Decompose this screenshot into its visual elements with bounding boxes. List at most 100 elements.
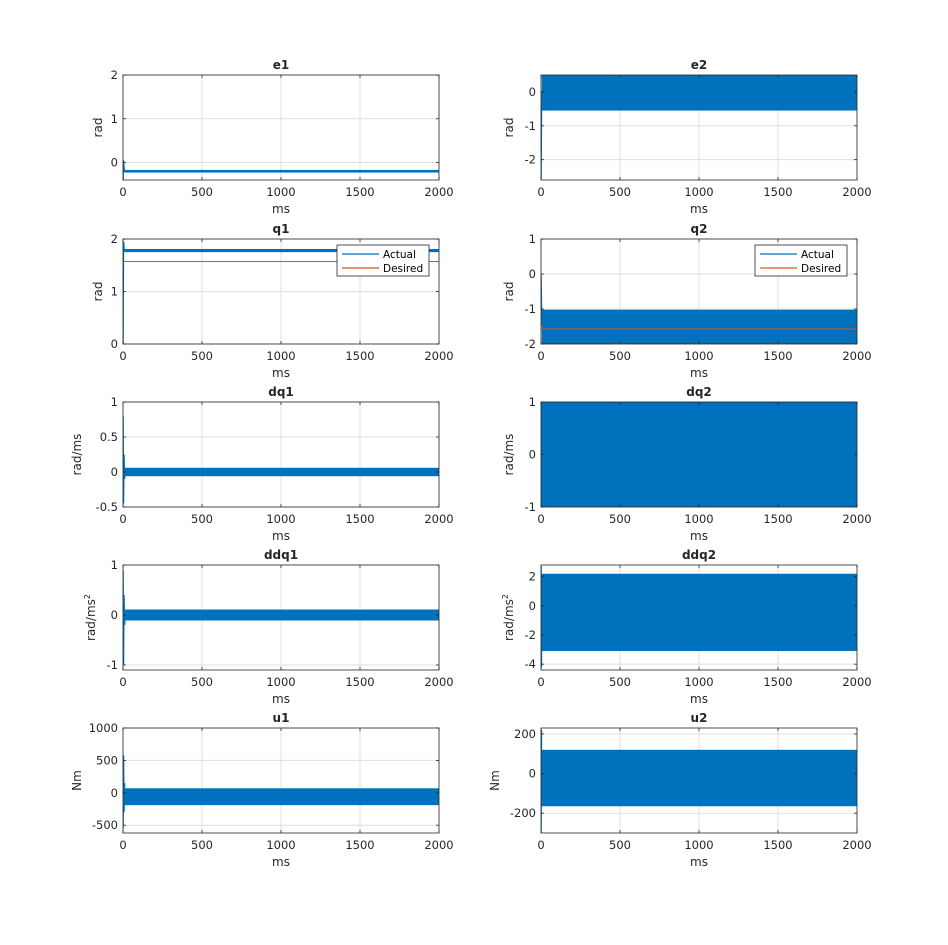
y-tick-label: 0 xyxy=(111,608,118,622)
chart-title: ddq2 xyxy=(682,548,716,562)
x-tick-label: 2000 xyxy=(424,185,453,199)
x-tick-label: 1500 xyxy=(763,349,792,363)
x-tick-label: 0 xyxy=(537,675,544,689)
x-tick-label: 0 xyxy=(119,512,126,526)
y-tick-label: 0 xyxy=(529,448,536,462)
y-tick-label: 500 xyxy=(96,753,118,767)
x-tick-label: 2000 xyxy=(842,349,871,363)
x-tick-label: 0 xyxy=(537,838,544,852)
y-axis-label: rad xyxy=(91,118,105,138)
y-axis-label-superscript: 2 xyxy=(83,594,92,599)
y-tick-label: 1 xyxy=(529,395,536,409)
x-tick-label: 2000 xyxy=(842,185,871,199)
series-line-band xyxy=(541,749,857,807)
y-tick-label: 1 xyxy=(111,285,118,299)
chart-title: u2 xyxy=(691,711,708,725)
y-tick-label: 0 xyxy=(111,156,118,170)
y-tick-label: -500 xyxy=(92,818,118,832)
y-axis-label-base: rad/ms xyxy=(502,599,516,641)
chart-title: e2 xyxy=(691,58,708,72)
x-axis-label: ms xyxy=(272,855,290,869)
x-tick-label: 500 xyxy=(609,838,631,852)
series-line-band xyxy=(124,467,439,477)
x-tick-label: 1000 xyxy=(684,675,713,689)
x-tick-label: 1500 xyxy=(763,675,792,689)
x-tick-label: 2000 xyxy=(842,838,871,852)
x-tick-label: 0 xyxy=(119,838,126,852)
y-axis-label: rad/ms xyxy=(502,434,516,476)
x-tick-label: 2000 xyxy=(424,512,453,526)
series-line-band xyxy=(541,573,857,652)
chart-title: ddq1 xyxy=(264,548,298,562)
y-tick-label: 2 xyxy=(111,68,118,82)
x-axis-label: ms xyxy=(272,529,290,543)
subplot-q1: 0 500 1000 1500 2000 0 1 2 q1 ms rad Actual Desired xyxy=(91,222,454,380)
y-axis-label: Nm xyxy=(488,770,502,791)
y-axis-label: rad/ms xyxy=(70,434,84,476)
x-tick-label: 1000 xyxy=(266,838,295,852)
y-axis-label: rad/ms2 xyxy=(501,594,516,641)
chart-title: q1 xyxy=(273,222,290,236)
x-axis-label: ms xyxy=(690,366,708,380)
x-tick-label: 0 xyxy=(119,185,126,199)
x-tick-label: 1500 xyxy=(345,675,374,689)
x-tick-label: 500 xyxy=(609,675,631,689)
x-tick-label: 0 xyxy=(537,185,544,199)
y-tick-label: -1 xyxy=(525,119,536,133)
x-tick-label: 2000 xyxy=(424,675,453,689)
plot-area xyxy=(541,402,857,507)
y-axis-label-base: rad/ms xyxy=(84,599,98,641)
x-axis-label: ms xyxy=(690,692,708,706)
x-tick-label: 1000 xyxy=(266,349,295,363)
x-tick-label: 1500 xyxy=(763,185,792,199)
x-tick-label: 0 xyxy=(537,349,544,363)
x-tick-label: 1500 xyxy=(345,838,374,852)
x-tick-label: 1500 xyxy=(763,838,792,852)
y-tick-label: -0.5 xyxy=(96,500,118,514)
x-axis-label: ms xyxy=(690,202,708,216)
chart-title: dq1 xyxy=(268,385,294,399)
legend-label-actual: Actual xyxy=(383,249,416,261)
x-tick-label: 500 xyxy=(609,185,631,199)
x-tick-label: 500 xyxy=(191,185,213,199)
x-tick-label: 2000 xyxy=(842,512,871,526)
x-tick-label: 0 xyxy=(119,349,126,363)
x-tick-label: 1000 xyxy=(684,838,713,852)
x-tick-label: 500 xyxy=(609,512,631,526)
x-axis-label: ms xyxy=(690,855,708,869)
legend-label-actual: Actual xyxy=(801,249,834,261)
y-tick-label: -1 xyxy=(525,302,536,316)
subplot-e1: 0 500 1000 1500 2000 0 1 2 e1 ms rad xyxy=(91,58,454,216)
legend: Actual Desired xyxy=(336,244,430,277)
legend: Actual Desired xyxy=(754,244,848,277)
y-tick-label: 0 xyxy=(111,465,118,479)
y-tick-label: 0.5 xyxy=(100,430,118,444)
series-line-band xyxy=(124,609,439,621)
legend-label-desired: Desired xyxy=(801,263,841,275)
y-tick-label: 0 xyxy=(529,267,536,281)
x-tick-label: 1500 xyxy=(345,349,374,363)
x-tick-label: 1000 xyxy=(684,185,713,199)
subplot-e2: 0 500 1000 1500 2000 -2 -1 0 e2 ms rad xyxy=(502,58,872,216)
y-tick-label: 0 xyxy=(111,337,118,351)
y-tick-label: 1 xyxy=(111,112,118,126)
y-tick-label: -1 xyxy=(525,500,536,514)
y-axis-label: rad/ms2 xyxy=(83,594,98,641)
x-tick-label: 500 xyxy=(609,349,631,363)
subplot-q2: 0 500 1000 1500 2000 -2 -1 0 1 q2 ms rad Actual Desir… xyxy=(502,222,872,380)
x-tick-label: 500 xyxy=(191,512,213,526)
x-tick-label: 1000 xyxy=(266,512,295,526)
y-tick-label: -2 xyxy=(525,337,536,351)
y-axis-label: rad xyxy=(502,282,516,302)
subplot-u2: 0 500 1000 1500 2000 -200 0 200 u2 ms Nm xyxy=(488,711,872,869)
y-tick-label: 200 xyxy=(514,727,536,741)
x-tick-label: 0 xyxy=(537,512,544,526)
y-tick-label: 2 xyxy=(111,232,118,246)
y-tick-label: 2 xyxy=(529,570,536,584)
